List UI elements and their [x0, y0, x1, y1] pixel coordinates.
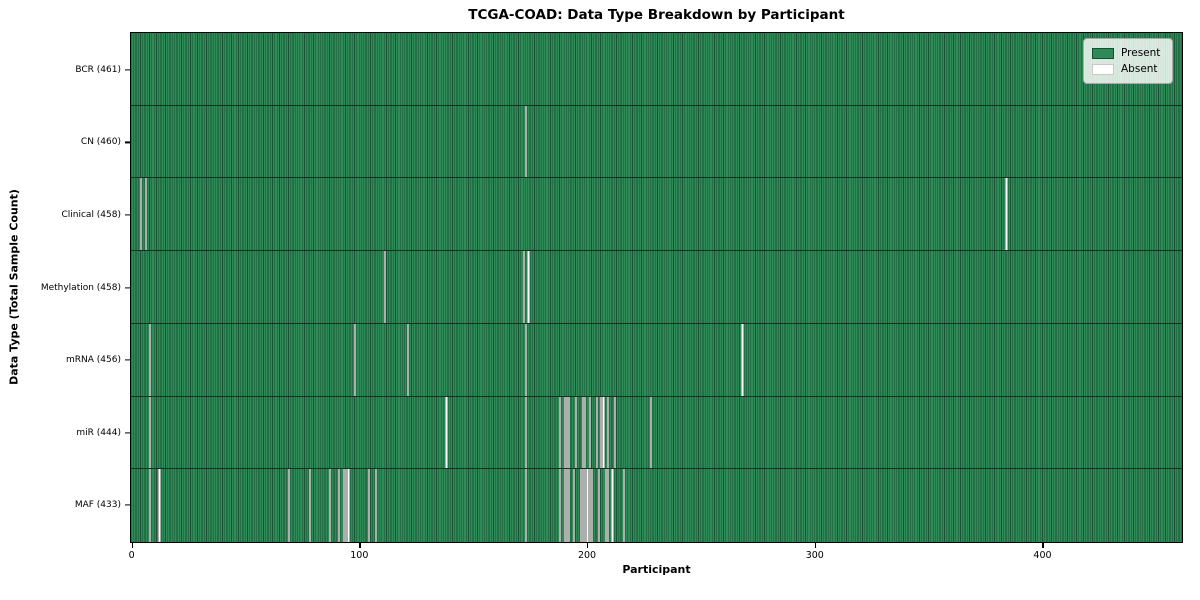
absent-stripe	[367, 469, 371, 542]
absent-stripe	[524, 469, 528, 542]
absent-stripe	[575, 396, 578, 469]
absent-stripe	[347, 469, 350, 542]
y-tick-mark	[125, 359, 130, 361]
absent-stripe	[600, 396, 603, 469]
x-tick-label: 100	[350, 550, 369, 561]
heatmap-row-maf	[131, 469, 1182, 542]
absent-stripe	[527, 251, 530, 323]
absent-stripe	[338, 469, 341, 542]
y-tick-mark	[125, 431, 130, 434]
y-tick-label-mir: miR (444)	[76, 427, 121, 438]
absent-stripe	[445, 396, 448, 469]
legend-entry-present: Present	[1092, 45, 1164, 61]
absent-stripe	[149, 323, 152, 396]
absent-stripe	[581, 396, 585, 469]
absent-stripe	[650, 396, 653, 469]
absent-stripe	[568, 396, 571, 469]
y-tick-label-mrna: mRNA (456)	[66, 355, 121, 366]
y-tick-mark	[125, 214, 130, 216]
y-tick-mark	[125, 69, 130, 71]
absent-stripe	[606, 469, 610, 542]
chart-title: TCGA-COAD: Data Type Breakdown by Partic…	[468, 7, 845, 23]
y-tick-label-cn: CN (460)	[80, 137, 121, 148]
absent-stripe	[406, 323, 409, 396]
heatmap-row-mrna	[131, 323, 1182, 397]
absent-stripe	[559, 469, 562, 542]
absent-stripe	[604, 469, 607, 542]
legend-absent-label: Absent	[1121, 63, 1158, 76]
legend-absent-swatch	[1092, 63, 1114, 75]
absent-stripe	[611, 469, 614, 542]
absent-stripe	[288, 469, 291, 542]
absent-stripe	[383, 251, 387, 323]
absent-stripe	[597, 469, 601, 542]
legend-present-swatch	[1092, 47, 1114, 59]
absent-stripe	[559, 396, 562, 469]
heatmap-row-clinical	[131, 178, 1182, 252]
y-tick-label-methylation: Methylation (458)	[40, 282, 121, 293]
x-tick-mark	[131, 543, 133, 548]
y-tick-mark	[125, 141, 130, 143]
absent-stripe	[588, 396, 591, 469]
x-tick-label: 0	[128, 550, 135, 561]
absent-stripe	[374, 469, 377, 542]
absent-stripe	[595, 396, 598, 469]
absent-stripe	[354, 323, 357, 396]
absent-stripe	[590, 469, 594, 542]
x-tick-mark	[1042, 543, 1044, 548]
absent-stripe	[524, 396, 528, 469]
y-tick-mark	[125, 286, 130, 289]
plot-area	[130, 32, 1183, 543]
legend-entry-absent: Absent	[1092, 61, 1164, 77]
heatmap-row-cn	[131, 105, 1182, 179]
heatmap-row-bcr	[131, 33, 1182, 106]
absent-stripe	[741, 323, 744, 396]
absent-stripe	[584, 396, 587, 469]
x-tick-mark	[814, 543, 816, 548]
absent-stripe	[522, 251, 525, 323]
x-tick-label: 400	[1033, 550, 1052, 561]
y-tick-label-maf: MAF (433)	[74, 500, 121, 511]
absent-stripe	[308, 469, 311, 542]
absent-stripe	[568, 469, 571, 542]
absent-stripe	[579, 469, 582, 542]
absent-stripe	[602, 396, 605, 469]
heatmap-row-methylation	[131, 251, 1182, 324]
x-tick-label: 200	[577, 550, 597, 561]
absent-stripe	[524, 105, 528, 178]
x-tick-mark	[359, 543, 361, 548]
absent-stripe	[606, 396, 610, 469]
absent-stripe	[149, 469, 152, 542]
y-tick-label-clinical: Clinical (458)	[61, 209, 121, 220]
x-tick-mark	[587, 543, 589, 548]
absent-stripe	[584, 469, 587, 542]
absent-stripe	[572, 469, 576, 542]
absent-stripe	[140, 178, 143, 251]
absent-stripe	[622, 469, 626, 542]
legend-present-label: Present	[1121, 47, 1161, 59]
absent-stripe	[329, 469, 332, 542]
legend: Present Absent	[1083, 38, 1173, 85]
absent-stripe	[613, 396, 617, 469]
absent-stripe	[345, 469, 348, 542]
y-tick-label-bcr: BCR (461)	[75, 64, 121, 75]
absent-stripe	[149, 396, 152, 469]
absent-stripe	[563, 396, 566, 469]
x-axis-title: Participant	[622, 563, 691, 576]
absent-stripe	[563, 469, 566, 542]
absent-stripe	[524, 323, 528, 396]
absent-stripe	[586, 469, 589, 542]
x-tick-label: 300	[805, 550, 824, 561]
heatmap-row-mir	[131, 396, 1182, 470]
absent-stripe	[565, 469, 569, 542]
absent-stripe	[588, 469, 591, 542]
absent-stripe	[144, 178, 147, 251]
absent-stripe	[565, 396, 569, 469]
y-tick-mark	[125, 504, 130, 506]
absent-stripe	[1005, 178, 1008, 251]
absent-stripe	[158, 469, 161, 542]
absent-stripe	[342, 469, 346, 542]
absent-stripe	[581, 469, 585, 542]
